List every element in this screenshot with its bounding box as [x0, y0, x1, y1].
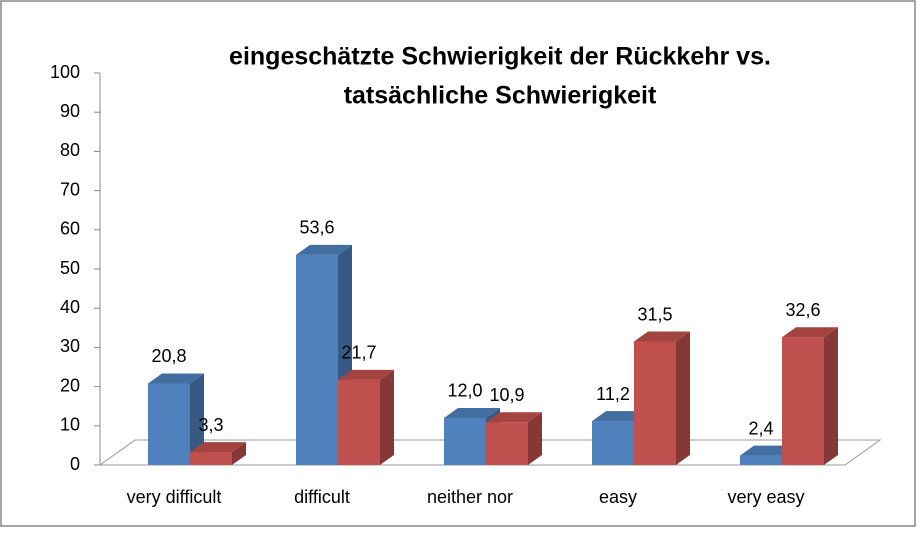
data-label: 3,3 [198, 415, 223, 435]
y-tick-label: 0 [70, 454, 80, 474]
bar-front [740, 455, 782, 465]
y-tick-label: 70 [60, 179, 80, 199]
bar-front [338, 379, 380, 465]
y-tick-label: 30 [60, 336, 80, 356]
bar-side [232, 442, 246, 465]
bar-front [634, 341, 676, 465]
data-label: 31,5 [637, 304, 672, 324]
chart-title: tatsächliche Schwierigkeit [344, 82, 657, 110]
bar-top [634, 331, 690, 342]
y-tick-label: 10 [60, 415, 80, 435]
bar-top [782, 327, 838, 338]
bar-front [486, 422, 528, 465]
bar-front [444, 417, 486, 465]
y-tick-label: 40 [60, 297, 80, 317]
bar-front [190, 452, 232, 465]
bar-side [676, 331, 690, 465]
y-tick-label: 80 [60, 140, 80, 160]
bar-top [296, 244, 352, 255]
bar-side [824, 327, 838, 465]
y-tick-label: 20 [60, 375, 80, 395]
bar-front [592, 421, 634, 465]
y-tick-label: 100 [50, 62, 80, 82]
bar-top [190, 442, 246, 453]
bar-side [380, 369, 394, 465]
bar-side [528, 412, 542, 465]
x-tick-label: difficult [294, 487, 350, 507]
y-tick-label: 60 [60, 219, 80, 239]
bar-top [486, 412, 542, 423]
x-tick-label: neither nor [427, 487, 513, 507]
chart-title: eingeschätzte Schwierigkeit der Rückkehr… [229, 43, 771, 71]
bar-top [148, 373, 204, 384]
data-label: 53,6 [299, 218, 334, 238]
data-label: 10,9 [489, 385, 524, 405]
x-tick-label: very difficult [127, 487, 222, 507]
bar-front [296, 254, 338, 465]
data-label: 20,8 [151, 346, 186, 366]
data-label: 32,6 [785, 300, 820, 320]
bar-front [782, 337, 824, 465]
data-label: 2,4 [748, 418, 773, 438]
bar-side [190, 373, 204, 465]
y-tick-label: 90 [60, 101, 80, 121]
x-tick-label: easy [599, 487, 637, 507]
data-label: 21,7 [341, 343, 376, 363]
x-tick-label: very easy [727, 487, 804, 507]
bar-front [148, 383, 190, 465]
y-tick-label: 50 [60, 258, 80, 278]
data-label: 11,2 [596, 384, 630, 404]
data-label: 12,0 [447, 381, 482, 401]
bar-top [338, 369, 394, 380]
bar-top [444, 407, 500, 418]
